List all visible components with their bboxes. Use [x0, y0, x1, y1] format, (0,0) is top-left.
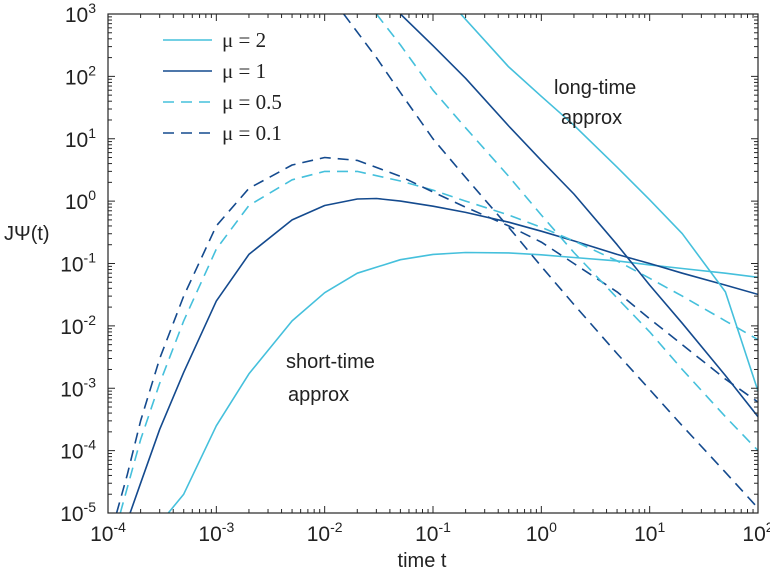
legend-label: μ = 0.5 — [222, 90, 282, 114]
series-line-8 — [343, 14, 758, 509]
series-line-6 — [399, 14, 758, 418]
annotation-text: long-time — [554, 77, 636, 99]
x-tick-label: 102 — [742, 519, 770, 546]
x-tick-label: 10-4 — [90, 519, 126, 546]
annotation-text: approx — [288, 384, 349, 406]
legend-label: μ = 0.1 — [222, 121, 282, 145]
y-tick-label: 101 — [65, 125, 96, 152]
y-tick-label: 10-1 — [60, 250, 96, 277]
plot-curves — [115, 14, 758, 513]
annotations: long-time approx short-time approx — [286, 77, 636, 406]
x-tick-labels: 10-4 10-3 10-2 10-1 100 101 102 — [90, 519, 770, 546]
legend-label: μ = 1 — [222, 59, 266, 83]
x-axis-label: time t — [398, 550, 447, 572]
y-axis-label: JΨ(t) — [4, 223, 50, 245]
annotation-text: approx — [561, 107, 622, 129]
y-tick-label: 10-5 — [60, 499, 96, 526]
axis-ticks — [107, 13, 759, 514]
series-line-3 — [119, 170, 758, 513]
y-tick-label: 10-4 — [60, 437, 96, 464]
x-tick-label: 10-2 — [307, 519, 343, 546]
annotation-text: short-time — [286, 351, 375, 373]
series-line-2 — [129, 197, 758, 513]
y-tick-label: 102 — [65, 62, 96, 89]
x-tick-label: 10-1 — [415, 519, 451, 546]
legend: μ = 2 μ = 1 μ = 0.5 μ = 0.1 — [163, 28, 282, 145]
x-tick-label: 101 — [634, 519, 665, 546]
y-tick-label: 10-3 — [60, 374, 96, 401]
y-tick-label: 100 — [65, 187, 96, 214]
series-line-1 — [167, 251, 758, 513]
x-tick-label: 10-3 — [198, 519, 234, 546]
y-tick-labels: 10-5 10-4 10-3 10-2 10-1 100 101 102 103 — [60, 0, 96, 526]
series-line-4 — [115, 156, 758, 513]
y-tick-label: 103 — [65, 0, 96, 27]
y-tick-label: 10-2 — [60, 312, 96, 339]
series-line-5 — [460, 14, 758, 392]
x-tick-label: 100 — [526, 519, 557, 546]
legend-label: μ = 2 — [222, 28, 266, 52]
